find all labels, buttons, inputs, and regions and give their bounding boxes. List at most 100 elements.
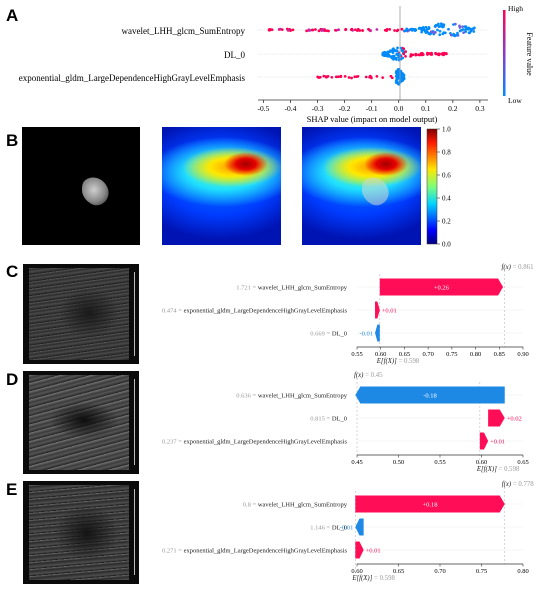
x-tick-label: 0.3 [475,104,485,113]
shap-point [385,27,389,31]
shap-point [356,74,360,78]
shap-point [391,51,395,55]
shap-point [424,25,428,29]
shap-point [350,76,353,80]
shap-point [318,75,322,79]
x-tick-label: 0.1 [421,104,431,113]
shap-point [369,29,372,32]
shap-point [409,54,412,58]
tumor-region [82,177,109,206]
shap-point [391,76,394,80]
shap-point [440,23,444,27]
shap-point [305,29,308,33]
shap-point [396,46,399,50]
shap-point [383,51,387,54]
shap-point [364,75,368,79]
shap-point [402,47,406,51]
x-tick-label: 0.75 [446,351,457,358]
x-tick-label: 0.70 [422,351,433,358]
shap-point [314,28,317,31]
shap-point [394,81,398,84]
shap-point [396,28,400,32]
shap-point [353,28,357,32]
shap-point [330,75,334,79]
waterfall-bar [479,432,489,450]
bar-value-label: +0.02 [507,416,522,423]
feature-label-1: DL_0 [224,50,245,60]
shap-point [433,24,437,28]
feature-value: 0.8 = [243,502,258,509]
shap-point [462,31,465,35]
feature-name: DL_0 [332,525,347,532]
feature-name: wavelet_LHH_glcm_SumEntropy [258,393,348,400]
feature-label: 0.8 = wavelet_LHH_glcm_SumEntropy [243,502,348,509]
panel-label-a: A [6,6,19,25]
bar-value-label: +0.01 [382,308,397,315]
x-tick-label: 0.2 [448,104,458,113]
shap-point [337,28,340,32]
shap-point [323,29,327,32]
fx-label: f(x) = 0.861 [502,264,534,271]
fx-label: f(x) = 0.45 [354,372,383,379]
colorbar-low-label: Low [508,96,522,105]
gradcam-heatmap [162,127,281,245]
colorbar-tick-label: 0.0 [442,241,451,249]
shap-point [434,52,438,56]
feature-value: 1.721 = [236,285,258,292]
bar-value-label: -0.01 [359,331,373,338]
shap-point [358,29,362,32]
shap-point [316,75,320,79]
waterfall-bar [375,324,380,342]
shap-point [396,53,399,57]
x-tick-label: 0.65 [399,351,410,358]
shap-point [456,34,460,37]
shap-point [350,27,354,31]
heatmap-colorbar [426,128,438,245]
feature-colorbar [503,10,506,96]
x-tick-label: 0.55 [351,351,362,358]
heatmap-colorbar-area: 1.0 0.8 0.6 0.4 0.2 0.0 [426,126,451,249]
shap-point [473,26,476,30]
shap-point [334,28,337,32]
shap-point [392,57,396,61]
x-tick-label: 0.75 [476,568,487,575]
shap-point [452,32,455,36]
feature-label: 0.474 = exponential_gldm_LargeDependence… [162,308,347,315]
shap-point [400,49,404,52]
feature-label-2: exponential_gldm_LargeDependenceHighGray… [19,73,246,83]
bar-value-label: -0.01 [340,525,354,532]
panel-label-c: C [6,262,19,281]
shap-point [426,53,429,56]
shap-point [395,77,399,81]
shap-point [442,23,446,27]
shap-waterfall-c: +0.26 1.721 = wavelet_LHH_glcm_SumEntropy… [162,264,534,365]
shap-point [291,28,295,32]
shap-point [458,29,462,33]
feature-label: 0.271 = exponential_gldm_LargeDependence… [162,548,347,555]
shap-point [434,31,437,34]
shap-point [280,28,284,31]
waterfall-bar [488,409,505,427]
shap-point [278,27,282,31]
shap-point [463,25,467,28]
shap-point [395,49,398,52]
overlay-heatmap [302,127,421,245]
shap-point [447,27,450,31]
shap-point [437,53,441,57]
feature-label: 0.815 = DL_0 [310,416,347,423]
colorbar-tick-label: 0.2 [442,218,451,226]
feature-name: exponential_gldm_LargeDependenceHighGray… [184,308,348,315]
shap-point [467,26,471,30]
ultrasound-image-d [23,371,139,474]
colorbar-tick-label: 0.4 [442,195,451,203]
feature-value: 0.669 = [310,331,332,338]
shap-point [375,75,379,78]
feature-value: 0.636 = [236,393,258,400]
x-tick-label: 0.60 [375,351,386,358]
shap-point [414,28,417,32]
shap-point [420,30,424,34]
feature-label: 1.721 = wavelet_LHH_glcm_SumEntropy [236,285,347,292]
bar-value-label: +0.01 [366,548,381,555]
x-tick-label: 0.50 [393,459,404,466]
shap-point [442,31,446,34]
